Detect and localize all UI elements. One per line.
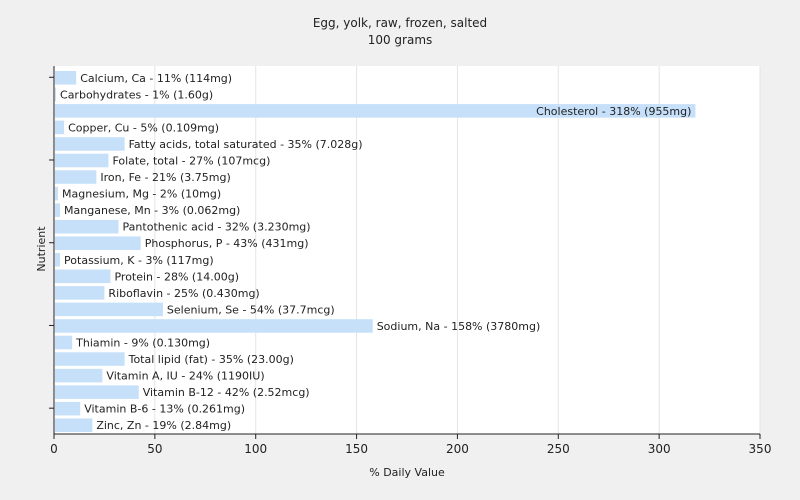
x-tick-label: 250 (547, 442, 570, 456)
bar (55, 219, 119, 234)
bar (55, 269, 111, 284)
bar (55, 302, 163, 317)
bar (55, 120, 65, 135)
x-tick-label: 0 (50, 442, 58, 456)
x-tick-label: 100 (244, 442, 267, 456)
bar-label: Protein - 28% (14.00g) (114, 270, 239, 283)
bar (55, 236, 141, 250)
bar (55, 170, 97, 184)
bar-label: Magnesium, Mg - 2% (10mg) (62, 188, 221, 201)
bar (55, 203, 61, 217)
bar (55, 153, 109, 168)
bar (55, 352, 125, 366)
x-tick-label: 200 (446, 442, 469, 456)
bar-label: Vitamin B-12 - 42% (2.52mcg) (143, 386, 310, 399)
bar (55, 71, 77, 85)
bar (55, 335, 73, 350)
axes: 0 50 100 150 200 250 300 350 (49, 66, 771, 456)
bar-label: Fatty acids, total saturated - 35% (7.02… (129, 138, 363, 151)
bar-label: Sodium, Na - 158% (3780mg) (377, 320, 541, 333)
bar-label: Potassium, K - 3% (117mg) (64, 254, 214, 267)
bar-label: Cholesterol - 318% (955mg) (536, 105, 691, 118)
bar-label: Thiamin - 9% (0.130mg) (75, 337, 210, 350)
chart-subtitle: 100 grams (368, 33, 433, 47)
bar-label: Calcium, Ca - 11% (114mg) (80, 72, 232, 85)
bar (55, 385, 139, 399)
bar-label: Manganese, Mn - 3% (0.062mg) (64, 204, 240, 217)
gridlines (154, 66, 761, 434)
bar (55, 137, 125, 151)
x-tick-label: 150 (345, 442, 368, 456)
bar (55, 418, 93, 432)
bar-label: Vitamin A, IU - 24% (1190IU) (106, 370, 264, 383)
bar-label: Folate, total - 27% (107mcg) (112, 155, 270, 168)
bar (55, 104, 696, 118)
bar-label: Phosphorus, P - 43% (431mg) (145, 237, 309, 250)
bar-label: Vitamin B-6 - 13% (0.261mg) (84, 403, 245, 416)
chart-title: Egg, yolk, raw, frozen, salted (313, 16, 487, 30)
bar (55, 401, 81, 416)
bar (55, 186, 59, 201)
x-axis-title: % Daily Value (369, 466, 445, 479)
bar (55, 286, 105, 300)
bar-label: Riboflavin - 25% (0.430mg) (108, 287, 259, 300)
bar-label: Selenium, Se - 54% (37.7mcg) (167, 303, 335, 316)
plot-area (54, 66, 760, 434)
bar (55, 368, 103, 383)
bar-label: Carbohydrates - 1% (1.60g) (60, 88, 213, 101)
bar-label: Iron, Fe - 21% (3.75mg) (100, 171, 230, 184)
x-tick-label: 300 (648, 442, 671, 456)
bar-label: Copper, Cu - 5% (0.109mg) (68, 121, 219, 134)
bar-label: Zinc, Zn - 19% (2.84mg) (96, 419, 231, 432)
bar (55, 87, 57, 102)
bar-label: Pantothenic acid - 32% (3.230mg) (123, 221, 311, 234)
bar (55, 319, 373, 333)
bar-label: Total lipid (fat) - 35% (23.00g) (128, 353, 294, 366)
x-tick-label: 50 (147, 442, 162, 456)
bar (55, 253, 61, 267)
x-tick-label: 350 (749, 442, 772, 456)
bars: Calcium, Ca - 11% (114mg) Carbohydrates -… (55, 71, 696, 432)
y-axis-title: Nutrient (35, 226, 48, 272)
